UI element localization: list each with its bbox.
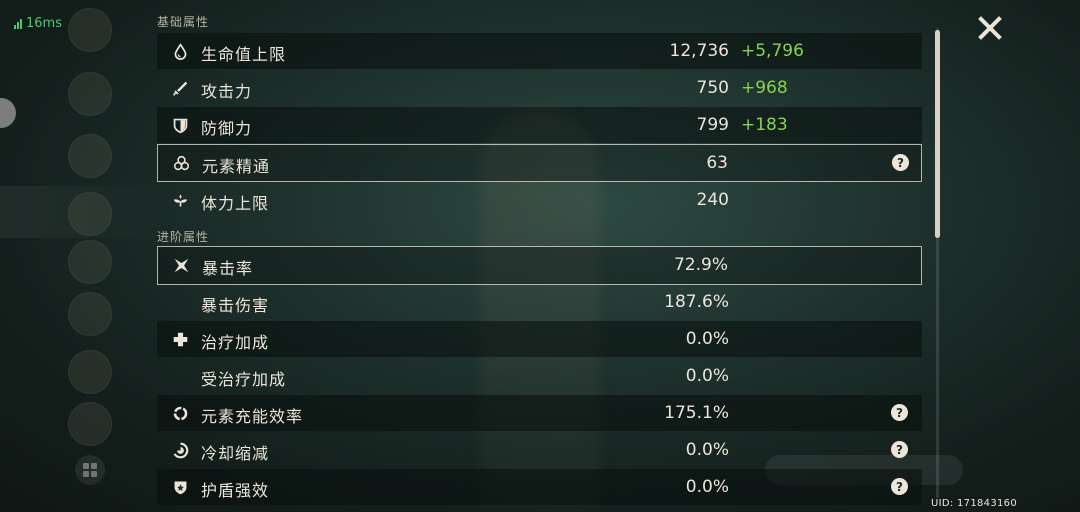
character-avatar[interactable] xyxy=(68,8,112,52)
sword-icon xyxy=(171,79,189,97)
stat-row-incoming-healing: 受治疗加成 0.0% xyxy=(157,358,922,394)
help-icon[interactable]: ? xyxy=(892,154,909,171)
stat-value: 0.0% xyxy=(685,440,729,460)
help-icon[interactable]: ? xyxy=(891,478,908,495)
signal-icon xyxy=(14,18,22,29)
stat-value: 799 xyxy=(696,115,729,135)
stat-name: 护盾强效 xyxy=(201,481,270,500)
stat-name: 元素精通 xyxy=(202,157,271,176)
stat-name: 治疗加成 xyxy=(201,333,270,352)
grid-icon xyxy=(83,463,97,477)
stat-row-crit-rate[interactable]: 暴击率 72.9% xyxy=(157,246,922,285)
character-avatar[interactable] xyxy=(68,72,112,116)
stamina-icon xyxy=(171,191,189,209)
stat-value: 0.0% xyxy=(685,477,729,497)
stat-row-def: 防御力 799 +183 xyxy=(157,107,922,143)
stat-name: 生命值上限 xyxy=(201,45,287,64)
stat-name: 体力上限 xyxy=(201,194,270,213)
character-avatar[interactable] xyxy=(68,402,112,446)
section-label-advanced: 进阶属性 xyxy=(157,230,210,244)
character-avatar[interactable] xyxy=(68,134,112,178)
stat-row-hp: 生命值上限 12,736 +5,796 xyxy=(157,33,922,69)
stat-bonus: +183 xyxy=(741,115,788,135)
stat-row-atk: 攻击力 750 +968 xyxy=(157,70,922,106)
scrollbar-track[interactable] xyxy=(936,28,939,498)
stat-value: 12,736 xyxy=(669,41,729,61)
scrollbar-thumb[interactable] xyxy=(935,30,940,238)
stat-value: 187.6% xyxy=(664,292,729,312)
stat-name: 暴击伤害 xyxy=(201,296,270,315)
character-avatar[interactable] xyxy=(68,240,112,284)
stat-value: 175.1% xyxy=(664,403,729,423)
close-icon xyxy=(978,16,1002,40)
character-avatar-selected[interactable] xyxy=(68,192,112,236)
crit-rate-icon xyxy=(172,256,190,274)
stat-row-crit-dmg: 暴击伤害 187.6% xyxy=(157,284,922,320)
shield-icon xyxy=(171,116,189,134)
stat-row-cd-reduction: 冷却缩减 0.0% ? xyxy=(157,432,922,468)
stat-name: 冷却缩减 xyxy=(201,444,270,463)
stat-value: 240 xyxy=(696,190,729,210)
elemental-mastery-icon xyxy=(172,154,190,172)
stat-row-shield-strength: 护盾强效 0.0% ? xyxy=(157,469,922,505)
background-character-silhouette xyxy=(480,110,600,510)
healing-cross-icon xyxy=(171,330,189,348)
energy-recharge-icon xyxy=(171,404,189,422)
stat-row-healing-bonus: 治疗加成 0.0% xyxy=(157,321,922,357)
ping-value: 16ms xyxy=(26,16,62,31)
close-button[interactable] xyxy=(976,14,1004,42)
stat-value: 0.0% xyxy=(685,366,729,386)
menu-grid-button[interactable] xyxy=(75,455,105,485)
stat-value: 750 xyxy=(696,78,729,98)
stat-name: 元素充能效率 xyxy=(201,407,304,426)
player-uid: UID: 171843160 xyxy=(931,498,1017,509)
network-latency: 16ms xyxy=(14,16,62,31)
stat-row-elemental-mastery[interactable]: 元素精通 63 ? xyxy=(157,144,922,182)
help-icon[interactable]: ? xyxy=(891,441,908,458)
stat-name: 防御力 xyxy=(201,119,253,138)
stat-value: 63 xyxy=(706,153,728,173)
stat-bonus: +968 xyxy=(741,78,788,98)
stat-row-stamina: 体力上限 240 xyxy=(157,182,922,218)
hp-drop-icon xyxy=(171,42,189,60)
stat-row-energy-recharge: 元素充能效率 175.1% ? xyxy=(157,395,922,431)
stat-name: 攻击力 xyxy=(201,82,253,101)
section-label-base: 基础属性 xyxy=(157,15,210,29)
character-sidebar xyxy=(0,0,155,512)
stat-name: 暴击率 xyxy=(202,259,254,278)
stat-name: 受治疗加成 xyxy=(201,370,287,389)
help-icon[interactable]: ? xyxy=(891,404,908,421)
shield-strength-icon xyxy=(171,478,189,496)
stat-value: 0.0% xyxy=(685,329,729,349)
character-avatar[interactable] xyxy=(68,350,112,394)
stat-value: 72.9% xyxy=(673,255,728,275)
character-avatar[interactable] xyxy=(68,292,112,336)
floating-assist-handle[interactable] xyxy=(0,98,16,128)
stat-bonus: +5,796 xyxy=(741,41,804,61)
cooldown-icon xyxy=(171,441,189,459)
